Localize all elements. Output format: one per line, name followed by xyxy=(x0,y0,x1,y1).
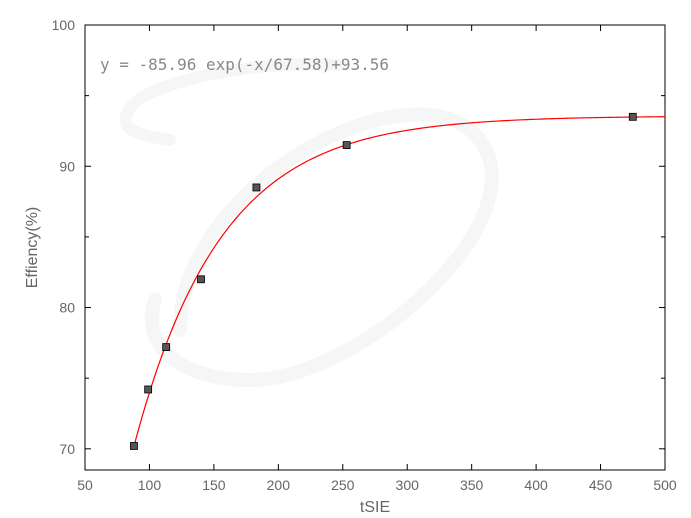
x-tick-label: 50 xyxy=(77,477,93,493)
x-axis-label: tSIE xyxy=(360,499,390,516)
watermark xyxy=(126,64,492,380)
y-tick-label: 90 xyxy=(59,158,75,174)
y-tick-label: 70 xyxy=(59,441,75,457)
data-point xyxy=(145,386,152,393)
x-tick-label: 300 xyxy=(396,477,420,493)
data-point xyxy=(130,442,137,449)
plot-border xyxy=(85,25,665,470)
chart-svg: 50 100 150 200 250 300 350 400 450 500 70 80 90 100 tS… xyxy=(0,0,691,518)
data-point xyxy=(343,142,350,149)
data-point xyxy=(629,113,636,120)
equation-text: y = -85.96 exp(-x/67.58)+93.56 xyxy=(100,55,389,74)
data-point xyxy=(163,344,170,351)
y-tick-label: 100 xyxy=(52,17,76,33)
chart-container: 50 100 150 200 250 300 350 400 450 500 70 80 90 100 tS… xyxy=(0,0,691,518)
x-tick-label: 350 xyxy=(460,477,484,493)
data-point xyxy=(253,184,260,191)
x-tick-label: 150 xyxy=(202,477,226,493)
x-tick-label: 500 xyxy=(653,477,677,493)
data-point xyxy=(198,276,205,283)
y-tick-label: 80 xyxy=(59,300,75,316)
x-tick-label: 450 xyxy=(589,477,613,493)
x-tick-label: 400 xyxy=(524,477,548,493)
x-tick-label: 250 xyxy=(331,477,355,493)
y-axis-label: Effiency(%) xyxy=(24,207,41,289)
x-tick-label: 100 xyxy=(138,477,162,493)
fit-curve xyxy=(134,117,665,446)
x-tick-label: 200 xyxy=(267,477,291,493)
